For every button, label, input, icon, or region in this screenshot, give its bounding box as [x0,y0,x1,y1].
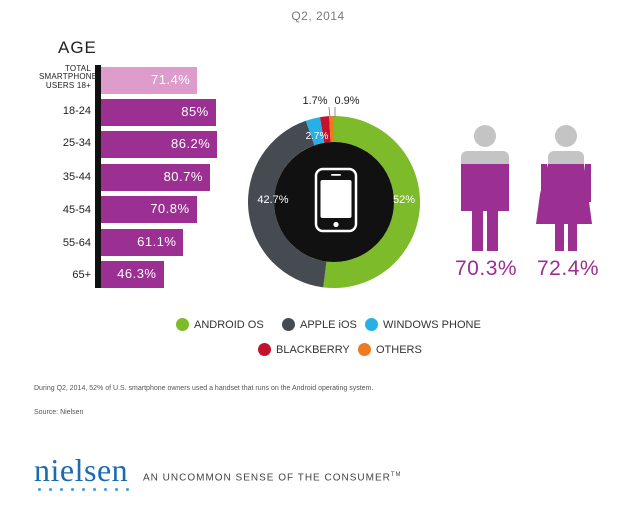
legend-label: WINDOWS PHONE [383,318,481,331]
tagline-trademark: TM [390,472,402,478]
age-bar-65plus: 46.3% [101,261,164,288]
donut-label-others: 0.9% [334,95,359,107]
male-percentage: 70.3% [455,257,518,280]
age-label-18-24: 18-24 [62,105,91,117]
legend-item-blackberry: BLACKBERRY [258,343,350,356]
legend-dot-ios [282,318,295,331]
male-figure-icon [461,125,509,251]
age-axis-line [95,65,101,288]
age-bar-total: 71.4% [101,67,198,94]
age-label-total: TOTAL SMARTPHONE USERS 18+ [39,64,98,90]
footnote: During Q2, 2014, 52% of U.S. smartphone … [34,385,374,392]
legend-item-others: OTHERS [358,343,422,356]
donut-label-windows: 2.7% [306,131,329,142]
legend-label: ANDROID OS [194,318,264,331]
legend-dot-blackberry [258,343,271,356]
donut-leader-line [328,106,331,118]
age-bar-45-54: 70.8% [101,196,197,223]
age-bar-value: 80.7% [163,169,203,184]
donut-hole [274,142,394,262]
brand-tagline: AN UNCOMMON SENSE OF THE CONSUMERTM [143,472,402,483]
female-percentage: 72.4% [537,257,600,280]
age-chart-heading: AGE [58,38,97,57]
age-bar-35-44: 80.7% [101,164,210,191]
donut-slice-apple-ios [248,120,327,288]
legend-dot-others [358,343,371,356]
age-label-55-64: 55-64 [62,237,91,249]
age-label-text: TOTAL SMARTPHONE USERS 18+ [39,64,98,90]
nielsen-logo-dots [38,488,129,491]
age-bar-value: 46.3% [117,266,157,281]
smartphone-icon [314,167,358,233]
legend-label: APPLE iOS [300,318,357,331]
age-bar-25-34: 86.2% [101,131,218,158]
age-bar-value: 70.8% [150,201,190,216]
legend-dot-android [176,318,189,331]
donut-label-blackberry: 1.7% [302,95,327,107]
legend-item-android: ANDROID OS [176,318,264,331]
donut-slice-windows-phone [305,117,325,146]
age-bar-value: 85% [181,104,209,119]
donut-slice-android-os [323,116,420,288]
donut-slices [248,116,420,288]
age-label-25-34: 25-34 [62,137,91,149]
legend-dot-windows [365,318,378,331]
legend-item-windows: WINDOWS PHONE [365,318,481,331]
age-bar-value: 86.2% [170,136,211,151]
donut-slice-blackberry [320,116,331,143]
female-figure-icon [536,125,592,251]
age-bar-value: 71.4% [151,72,191,87]
legend-item-ios: APPLE iOS [282,318,357,331]
tagline-text: AN UNCOMMON SENSE OF THE CONSUMER [143,472,391,484]
age-bar-value: 61.1% [137,234,177,249]
donut-slice-others [329,116,334,143]
donut-label-android: 52% [393,194,415,206]
age-bar-18-24: 85% [101,99,216,126]
legend-label: BLACKBERRY [276,343,350,356]
donut-label-ios: 42.7% [257,194,288,206]
age-label-45-54: 45-54 [62,204,91,216]
chart-title: Q2, 2014 [291,9,345,23]
source-note: Source: Nielsen [34,409,84,416]
age-label-65plus: 65+ [72,269,91,281]
legend-label: OTHERS [376,343,422,356]
age-label-35-44: 35-44 [62,171,91,183]
nielsen-logo: nielsen [34,452,129,488]
age-bar-55-64: 61.1% [101,229,184,256]
